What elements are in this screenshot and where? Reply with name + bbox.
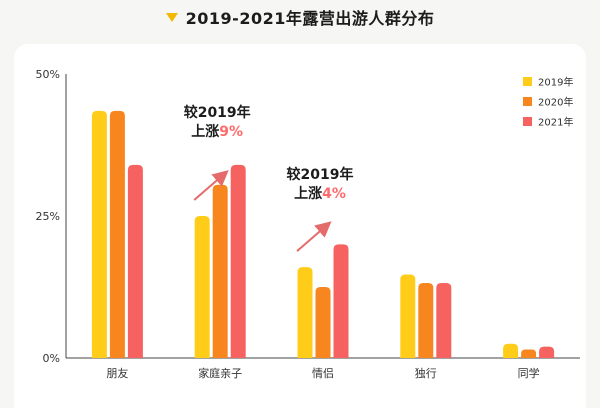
- bar: [212, 184, 228, 358]
- bar: [230, 164, 246, 358]
- bar: [418, 283, 434, 358]
- annotation-percentage: 4%: [322, 186, 346, 202]
- chart-title: 2019-2021年露营出游人群分布: [185, 9, 435, 28]
- legend-swatch: [523, 117, 532, 126]
- bar: [333, 244, 349, 358]
- x-category-label: 同学: [518, 366, 540, 380]
- triangle-marker-icon: [165, 12, 178, 22]
- annotation-line2: 上涨9%: [191, 124, 243, 140]
- annotation-line2: 上涨4%: [294, 186, 346, 202]
- bar: [503, 343, 519, 358]
- bar: [315, 287, 331, 358]
- legend-swatch: [523, 77, 532, 86]
- y-tick-label: 25%: [36, 210, 60, 223]
- bar: [539, 346, 555, 358]
- bar: [194, 216, 210, 358]
- growth-arrow: [193, 170, 229, 201]
- bar: [436, 283, 452, 358]
- x-category-label: 家庭亲子: [198, 366, 242, 380]
- bar: [127, 164, 143, 358]
- x-category-label: 独行: [415, 367, 437, 380]
- growth-arrow: [296, 221, 332, 252]
- annotation-prefix: 上涨: [191, 124, 219, 140]
- annotation-line1: 较2019年: [287, 166, 354, 183]
- bar: [297, 267, 313, 358]
- annotation-prefix: 上涨: [294, 186, 322, 202]
- bar: [400, 274, 416, 358]
- x-category-label: 情侣: [312, 366, 334, 380]
- legend-swatch: [523, 97, 532, 106]
- annotation-percentage: 9%: [219, 124, 243, 140]
- legend-label: 2019年: [538, 76, 573, 89]
- bar: [91, 110, 107, 358]
- y-tick-label: 0%: [43, 352, 60, 365]
- annotation-line1: 较2019年: [184, 104, 251, 121]
- legend-label: 2021年: [538, 116, 573, 129]
- y-tick-label: 50%: [36, 68, 60, 81]
- x-category-label: 朋友: [106, 366, 128, 380]
- legend-label: 2020年: [538, 96, 573, 109]
- bar: [521, 349, 537, 358]
- chart-header: 2019-2021年露营出游人群分布: [0, 0, 600, 34]
- bar: [109, 110, 125, 358]
